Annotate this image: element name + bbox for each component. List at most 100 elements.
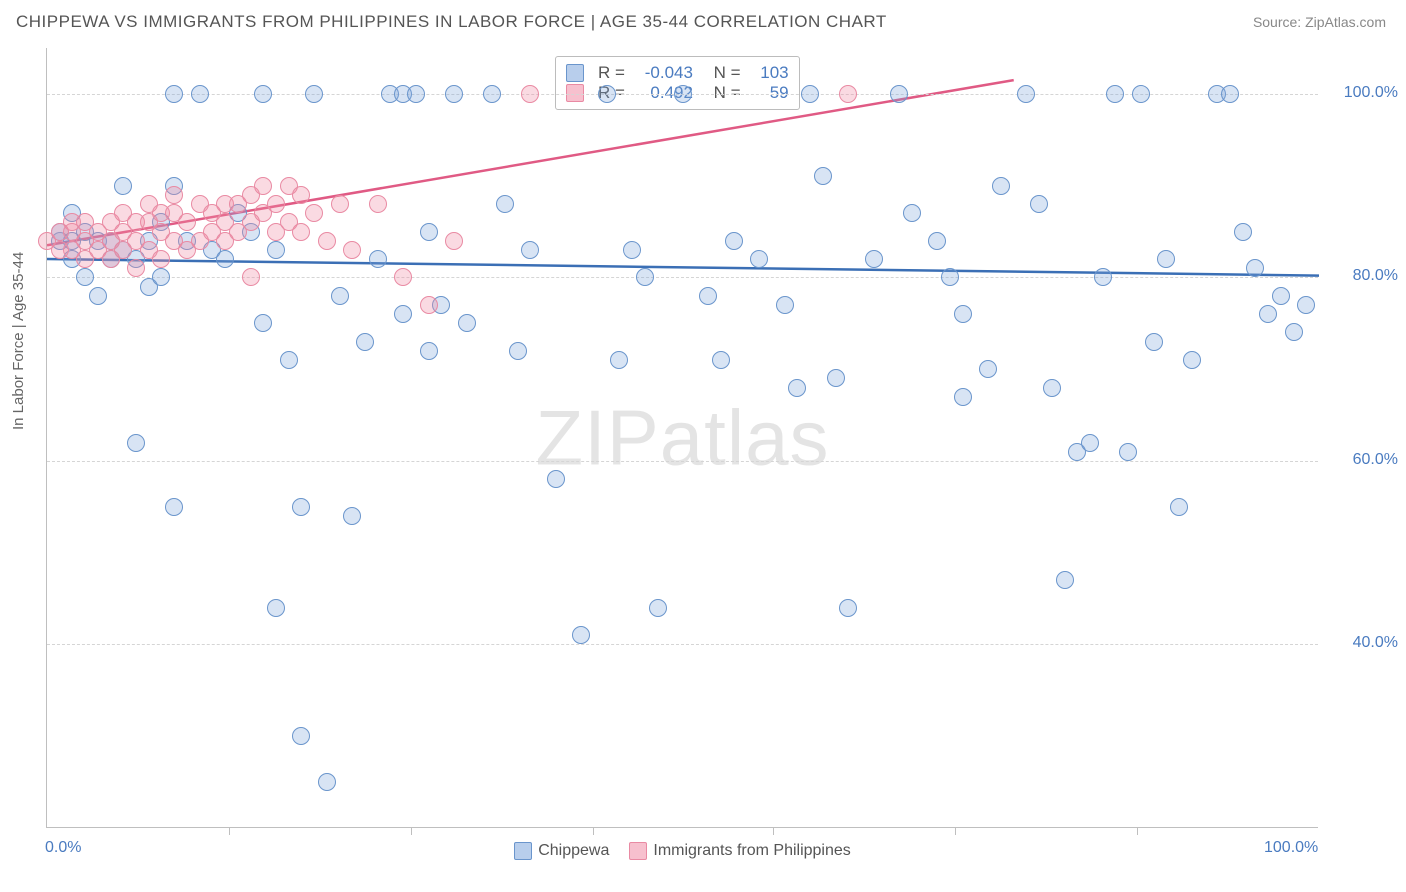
data-point (903, 204, 921, 222)
data-point (394, 305, 412, 323)
data-point (649, 599, 667, 617)
data-point (636, 268, 654, 286)
data-point (305, 85, 323, 103)
data-point (1272, 287, 1290, 305)
source-label: Source: ZipAtlas.com (1253, 14, 1386, 30)
data-point (941, 268, 959, 286)
data-point (509, 342, 527, 360)
data-point (242, 268, 260, 286)
data-point (165, 498, 183, 516)
data-point (954, 305, 972, 323)
data-point (865, 250, 883, 268)
data-point (1297, 296, 1315, 314)
data-point (420, 296, 438, 314)
data-point (1234, 223, 1252, 241)
chart-title: CHIPPEWA VS IMMIGRANTS FROM PHILIPPINES … (16, 12, 887, 32)
data-point (483, 85, 501, 103)
data-point (725, 232, 743, 250)
data-point (1132, 85, 1150, 103)
data-point (1056, 571, 1074, 589)
data-point (839, 599, 857, 617)
data-point (76, 268, 94, 286)
data-point (521, 85, 539, 103)
data-point (623, 241, 641, 259)
data-point (445, 85, 463, 103)
data-point (1285, 323, 1303, 341)
data-point (496, 195, 514, 213)
data-point (445, 232, 463, 250)
legend-item-2: Immigrants from Philippines (629, 842, 850, 860)
data-point (292, 223, 310, 241)
data-point (598, 85, 616, 103)
data-point (343, 241, 361, 259)
data-point (114, 177, 132, 195)
data-point (458, 314, 476, 332)
data-point (1170, 498, 1188, 516)
data-point (814, 167, 832, 185)
x-tick-label: 100.0% (1264, 839, 1318, 857)
data-point (343, 507, 361, 525)
n-value-1: 103 (749, 63, 789, 83)
n-label: N = (714, 63, 741, 83)
data-point (1259, 305, 1277, 323)
data-point (191, 85, 209, 103)
trend-lines (47, 48, 1319, 828)
data-point (369, 250, 387, 268)
data-point (127, 434, 145, 452)
data-point (369, 195, 387, 213)
data-point (394, 268, 412, 286)
r-label: R = (598, 63, 625, 83)
data-point (216, 250, 234, 268)
data-point (521, 241, 539, 259)
data-point (407, 85, 425, 103)
data-point (152, 250, 170, 268)
data-point (267, 599, 285, 617)
data-point (280, 351, 298, 369)
data-point (254, 177, 272, 195)
data-point (750, 250, 768, 268)
y-tick-label: 40.0% (1328, 634, 1398, 652)
data-point (1030, 195, 1048, 213)
data-point (152, 268, 170, 286)
data-point (127, 259, 145, 277)
data-point (318, 232, 336, 250)
data-point (89, 287, 107, 305)
data-point (1221, 85, 1239, 103)
data-point (165, 186, 183, 204)
data-point (610, 351, 628, 369)
data-point (292, 498, 310, 516)
data-point (699, 287, 717, 305)
y-tick-label: 100.0% (1328, 84, 1398, 102)
data-point (890, 85, 908, 103)
data-point (356, 333, 374, 351)
series1-swatch-icon (514, 842, 532, 860)
y-tick-label: 60.0% (1328, 451, 1398, 469)
data-point (776, 296, 794, 314)
r-value-1: -0.043 (633, 63, 693, 83)
plot-area: ZIPatlas R = -0.043 N = 103 R = 0.492 N … (46, 48, 1318, 828)
data-point (1157, 250, 1175, 268)
data-point (420, 223, 438, 241)
data-point (674, 85, 692, 103)
data-point (827, 369, 845, 387)
data-point (839, 85, 857, 103)
data-point (1119, 443, 1137, 461)
data-point (254, 85, 272, 103)
data-point (292, 186, 310, 204)
data-point (801, 85, 819, 103)
data-point (178, 213, 196, 231)
data-point (547, 470, 565, 488)
data-point (992, 177, 1010, 195)
data-point (572, 626, 590, 644)
x-tick-label: 0.0% (45, 839, 81, 857)
data-point (331, 195, 349, 213)
data-point (1094, 268, 1112, 286)
data-point (954, 388, 972, 406)
data-point (267, 241, 285, 259)
series2-swatch-icon (629, 842, 647, 860)
data-point (928, 232, 946, 250)
y-axis-label: In Labor Force | Age 35-44 (10, 252, 27, 430)
data-point (1017, 85, 1035, 103)
data-point (292, 727, 310, 745)
data-point (1043, 379, 1061, 397)
